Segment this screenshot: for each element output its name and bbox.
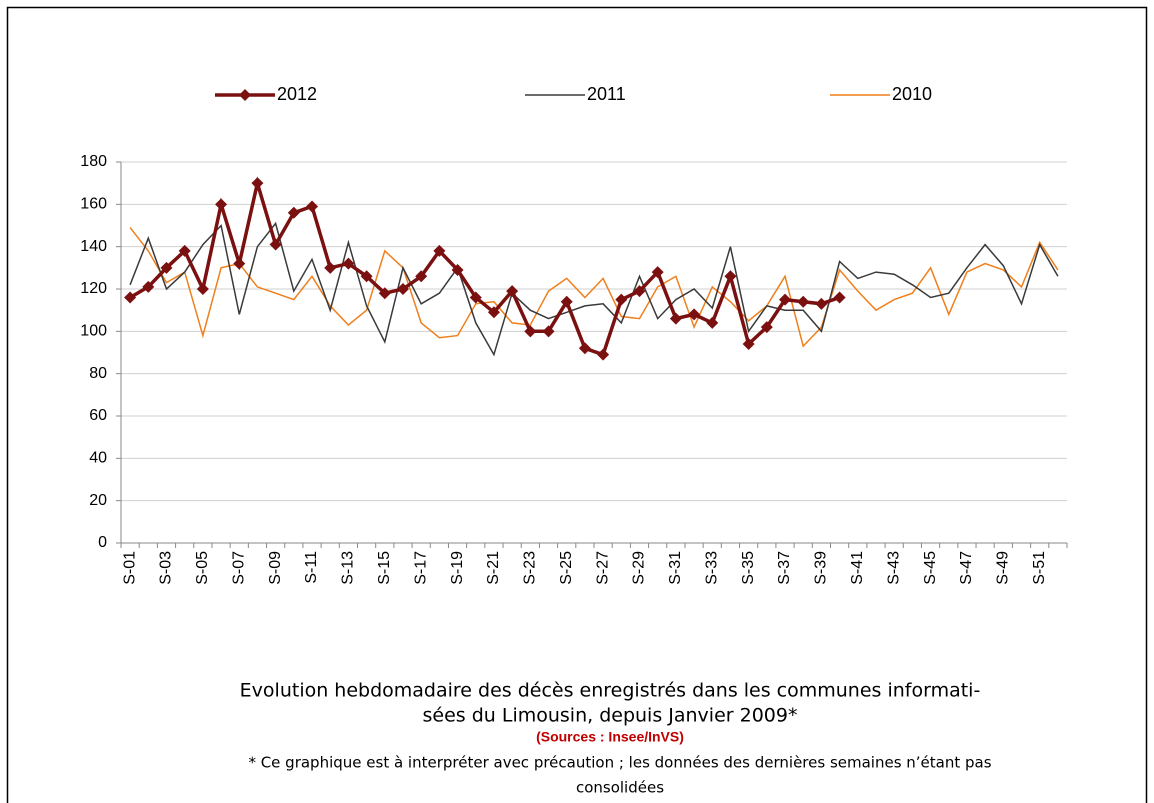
x-tick-label: S-51 [1031, 551, 1048, 585]
point-marker [469, 291, 482, 304]
legend-label: 2010 [892, 84, 932, 104]
series-line [129, 176, 841, 357]
point-marker [306, 200, 319, 213]
x-tick-label: S-19 [449, 551, 466, 585]
point-marker [833, 291, 846, 304]
point-marker [760, 321, 773, 334]
point-marker [360, 270, 373, 283]
x-tick-label: S-09 [267, 551, 284, 585]
y-tick-label: 60 [89, 407, 107, 424]
y-tick-label: 80 [89, 365, 107, 382]
legend-label: 2012 [277, 84, 317, 104]
point-marker [433, 244, 446, 257]
y-tick-label: 120 [80, 280, 107, 297]
x-tick-label: S-47 [958, 551, 975, 585]
y-tick-label: 140 [80, 238, 107, 255]
point-marker [797, 295, 810, 308]
point-marker [724, 270, 737, 283]
point-marker [451, 263, 464, 276]
point-marker [269, 238, 282, 251]
point-marker [251, 177, 264, 190]
point-marker [578, 342, 591, 355]
x-tick-label: S-25 [558, 551, 575, 585]
note: * Ce graphique est à interpréter avec pr… [248, 754, 991, 772]
point-marker [233, 257, 246, 270]
sources: (Sources : Insee/InVS) [536, 729, 684, 745]
x-tick-label: S-41 [849, 551, 866, 585]
point-marker [178, 244, 191, 257]
point-marker [706, 316, 719, 329]
point-marker [215, 198, 228, 211]
x-tick-label: S-45 [922, 551, 939, 585]
x-tick-label: S-43 [885, 551, 902, 585]
point-marker [487, 306, 500, 319]
legend-label: 2011 [587, 84, 626, 104]
point-marker [160, 261, 173, 274]
point-marker [615, 293, 628, 306]
point-marker [124, 291, 137, 304]
y-tick-label: 20 [89, 492, 107, 509]
x-tick-label: S-27 [594, 551, 611, 585]
series-line [129, 227, 1059, 348]
x-tick-label: S-21 [485, 551, 502, 585]
point-marker [651, 266, 664, 279]
x-tick-label: S-29 [631, 551, 648, 585]
point-marker [524, 325, 537, 338]
x-tick-label: S-03 [158, 551, 175, 585]
frame [6, 6, 1148, 803]
y-tick-label: 180 [80, 153, 107, 170]
point-marker [378, 287, 391, 300]
point-marker [688, 308, 701, 321]
y-tick-label: 40 [89, 450, 107, 467]
x-tick-label: S-07 [230, 551, 247, 585]
point-marker [506, 285, 519, 298]
point-marker [669, 312, 682, 325]
x-tick-label: S-01 [121, 551, 138, 585]
x-tick-label: S-23 [522, 551, 539, 585]
x-tick-label: S-49 [995, 551, 1012, 585]
caption: sées du Limousin, depuis Janvier 2009* [423, 705, 798, 727]
caption: Evolution hebdomadaire des décès enregis… [240, 680, 981, 702]
point-marker [287, 206, 300, 219]
y-tick-label: 0 [98, 534, 107, 551]
series-line [129, 221, 1059, 357]
point-marker [342, 257, 355, 270]
x-tick-label: S-31 [667, 551, 684, 585]
point-marker [142, 280, 155, 293]
x-tick-label: S-39 [813, 551, 830, 585]
point-marker [815, 297, 828, 310]
point-marker [597, 348, 610, 361]
legend-marker [239, 89, 251, 101]
y-tick-label: 100 [80, 323, 107, 340]
x-tick-label: S-11 [303, 551, 320, 584]
point-marker [324, 261, 337, 274]
x-tick-label: S-33 [703, 551, 720, 585]
point-marker [396, 283, 409, 295]
point-marker [415, 270, 428, 283]
point-marker [196, 283, 209, 295]
point-marker [560, 295, 573, 308]
x-tick-label: S-37 [776, 551, 793, 585]
y-tick-label: 160 [80, 196, 107, 213]
note: consolidées [576, 779, 664, 797]
point-marker [742, 338, 755, 351]
x-tick-label: S-05 [194, 551, 211, 585]
point-marker [542, 325, 555, 338]
x-tick-label: S-17 [412, 551, 429, 585]
point-marker [633, 285, 646, 298]
x-tick-label: S-15 [376, 551, 393, 585]
x-tick-label: S-13 [340, 551, 357, 585]
point-marker [779, 293, 792, 306]
x-tick-label: S-35 [740, 551, 757, 585]
